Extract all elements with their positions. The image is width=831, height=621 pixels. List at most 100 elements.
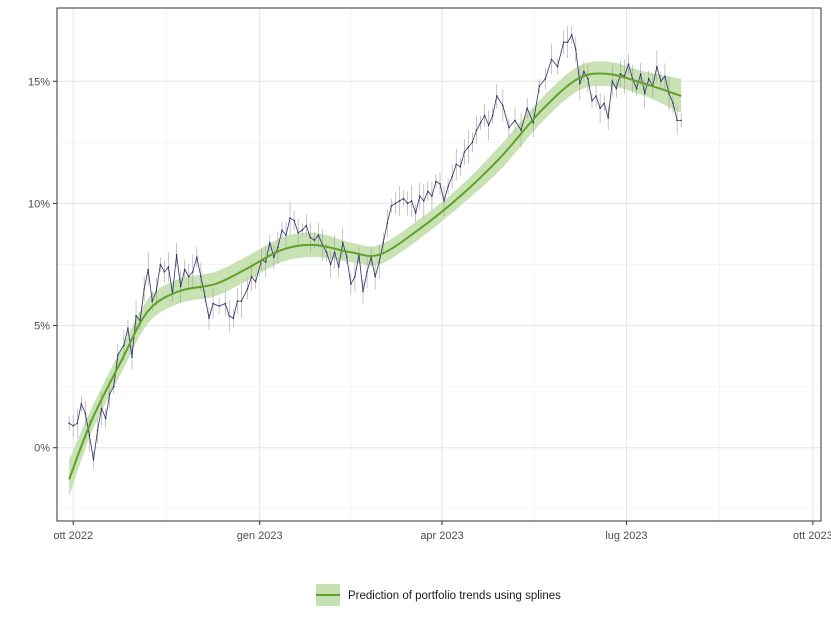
observed-point bbox=[451, 175, 453, 178]
observed-point bbox=[240, 300, 243, 302]
observed-point bbox=[183, 268, 186, 271]
observed-point bbox=[218, 305, 220, 307]
observed-point bbox=[475, 129, 478, 131]
observed-point bbox=[672, 102, 674, 105]
observed-point bbox=[418, 195, 421, 197]
observed-point bbox=[236, 300, 239, 302]
observed-point bbox=[639, 73, 642, 75]
observed-point bbox=[406, 202, 409, 205]
observed-point bbox=[313, 239, 316, 241]
observed-series-layer bbox=[68, 33, 682, 461]
observed-point bbox=[88, 434, 91, 437]
observed-point bbox=[72, 424, 75, 427]
observed-point bbox=[435, 180, 437, 183]
observed-point bbox=[309, 236, 312, 239]
observed-point bbox=[467, 146, 470, 149]
y-tick-label: 10% bbox=[28, 198, 50, 210]
observed-point bbox=[591, 100, 593, 102]
observed-point bbox=[268, 241, 271, 244]
observed-point bbox=[277, 246, 279, 249]
observed-point bbox=[386, 222, 389, 224]
observed-point bbox=[668, 92, 670, 95]
observed-point bbox=[656, 65, 658, 68]
observed-point bbox=[562, 41, 565, 43]
observed-point bbox=[341, 241, 344, 244]
observed-point bbox=[212, 302, 214, 305]
observed-point bbox=[647, 78, 650, 80]
observed-point bbox=[526, 107, 528, 109]
observed-point bbox=[108, 393, 111, 395]
observed-point bbox=[68, 422, 70, 425]
y-axis: 0% 5% 10% 15% bbox=[28, 76, 57, 455]
observed-point bbox=[196, 256, 198, 258]
observed-point bbox=[483, 114, 486, 117]
observed-point bbox=[345, 256, 348, 258]
y-tick-label: 0% bbox=[34, 443, 50, 455]
observed-point bbox=[354, 275, 356, 278]
x-tick-label: apr 2023 bbox=[420, 530, 463, 542]
observed-point bbox=[116, 354, 119, 356]
observed-line bbox=[68, 33, 682, 460]
observed-point bbox=[390, 205, 393, 207]
observed-point bbox=[135, 315, 137, 317]
x-tick-label: lug 2023 bbox=[605, 530, 647, 542]
observed-point bbox=[382, 241, 385, 244]
y-tick-label: 5% bbox=[34, 321, 50, 333]
observed-point bbox=[224, 302, 227, 305]
observed-point bbox=[508, 126, 510, 129]
observed-point bbox=[544, 78, 547, 80]
observed-point bbox=[627, 63, 630, 65]
observed-point bbox=[232, 317, 235, 320]
observed-point bbox=[155, 290, 158, 293]
observed-point bbox=[643, 92, 646, 95]
confidence-ribbon bbox=[69, 61, 682, 497]
observed-point bbox=[84, 412, 87, 415]
observed-point bbox=[603, 102, 605, 105]
observed-point bbox=[104, 417, 107, 420]
observed-point bbox=[532, 122, 535, 124]
observed-point bbox=[495, 95, 498, 97]
observed-point bbox=[179, 285, 182, 288]
observed-point bbox=[112, 385, 115, 388]
observed-point bbox=[254, 280, 257, 283]
observed-point bbox=[163, 271, 166, 273]
observed-point bbox=[92, 459, 95, 461]
y-tick-label: 15% bbox=[28, 76, 50, 88]
grid-minor bbox=[57, 8, 821, 521]
observed-point bbox=[431, 195, 433, 197]
observed-point bbox=[599, 107, 601, 109]
observed-point bbox=[538, 85, 541, 87]
observed-point bbox=[583, 70, 585, 73]
observed-point bbox=[329, 263, 332, 266]
spline-fit-layer bbox=[68, 72, 682, 480]
observed-point bbox=[427, 190, 429, 193]
x-tick-label: ott 2022 bbox=[53, 530, 93, 542]
observed-point bbox=[374, 275, 376, 278]
observed-point bbox=[366, 271, 368, 273]
observed-point bbox=[200, 275, 202, 278]
observed-point bbox=[159, 263, 162, 266]
observed-point bbox=[301, 229, 304, 232]
observed-point bbox=[246, 288, 249, 290]
observed-point bbox=[96, 429, 99, 432]
observed-point bbox=[487, 124, 490, 127]
observed-point bbox=[556, 65, 559, 68]
observed-point bbox=[250, 275, 253, 278]
observed-point bbox=[228, 315, 231, 317]
observed-point bbox=[676, 119, 678, 122]
observed-point bbox=[305, 224, 308, 227]
observed-point bbox=[611, 80, 614, 83]
observed-point bbox=[471, 141, 474, 144]
observed-point bbox=[289, 217, 291, 219]
observed-point bbox=[187, 275, 190, 278]
observed-point bbox=[479, 122, 482, 124]
observed-point bbox=[151, 300, 154, 302]
observed-point bbox=[127, 327, 129, 329]
observed-point bbox=[414, 212, 417, 214]
observed-point bbox=[574, 48, 577, 51]
observed-point bbox=[80, 402, 83, 405]
observed-point bbox=[587, 78, 589, 80]
observed-point bbox=[325, 251, 328, 254]
observed-point bbox=[167, 266, 170, 268]
